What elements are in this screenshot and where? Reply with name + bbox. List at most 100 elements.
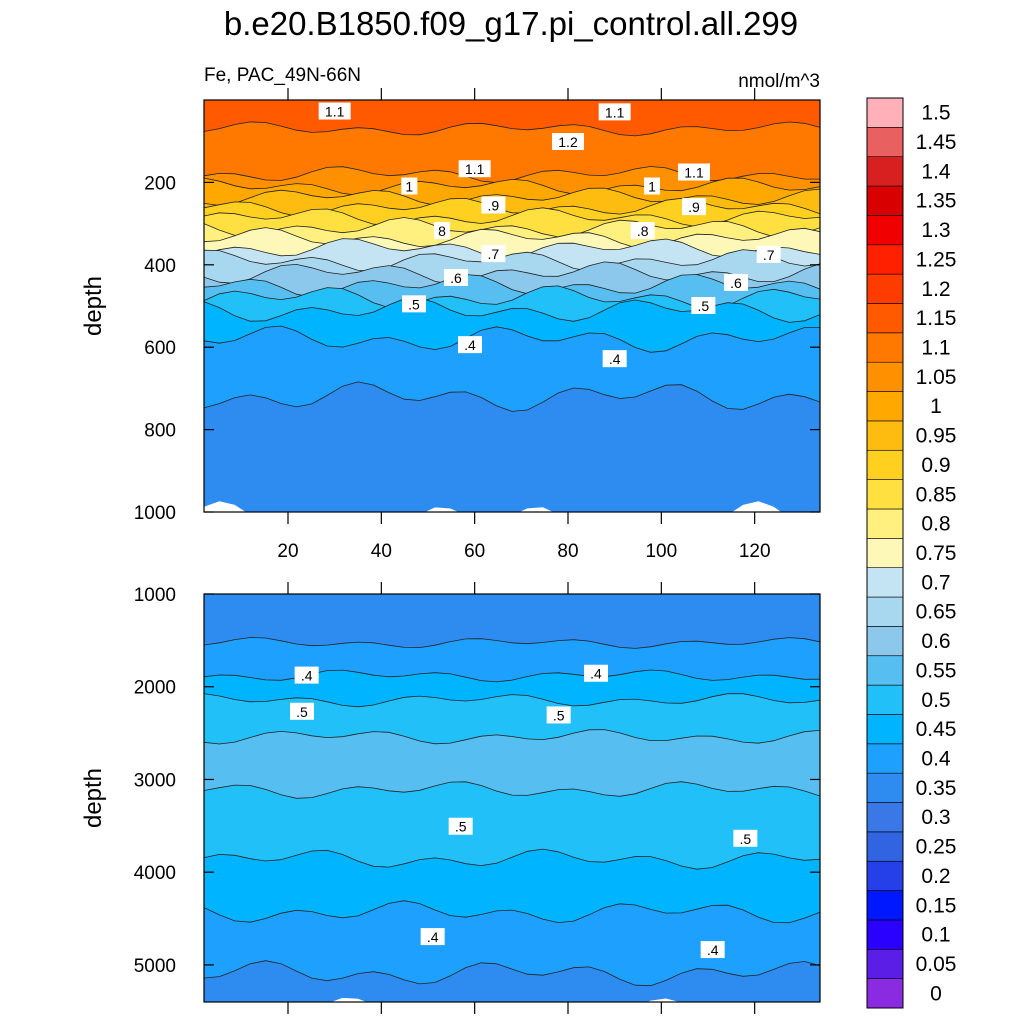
colorbar-label: 1.45 bbox=[916, 131, 957, 154]
colorbar-label: 0.75 bbox=[916, 542, 957, 565]
colorbar-swatch bbox=[866, 303, 904, 334]
contour-line bbox=[204, 217, 820, 238]
y-tick-label: 600 bbox=[144, 338, 176, 359]
colorbar-label: 0.55 bbox=[916, 659, 957, 682]
colorbar-label: 1.4 bbox=[921, 160, 951, 183]
y-tick-label: 200 bbox=[144, 173, 176, 194]
contour-line bbox=[204, 781, 820, 799]
contour-label: .9 bbox=[688, 199, 700, 215]
contour-label: .5 bbox=[697, 298, 709, 314]
contour-label: 1 bbox=[405, 179, 413, 195]
colorbar-label: 0.65 bbox=[916, 601, 957, 624]
contour-label-box bbox=[448, 817, 473, 835]
contour-label: 1.1 bbox=[605, 104, 625, 120]
colorbar-swatch bbox=[866, 919, 904, 950]
contour-band bbox=[204, 166, 820, 196]
colorbar-label: 0.85 bbox=[916, 483, 957, 506]
colorbar-label: 0.35 bbox=[916, 777, 957, 800]
contour-label-box bbox=[756, 245, 781, 263]
contour-label: .7 bbox=[763, 247, 775, 263]
contour-label-box bbox=[458, 336, 482, 354]
y-tick-label: 2000 bbox=[134, 678, 176, 699]
y-tick-label: 3000 bbox=[134, 770, 176, 791]
subtitle-left: Fe, PAC_49N-66N bbox=[204, 65, 361, 86]
contour-label-box bbox=[546, 706, 571, 724]
contour-band bbox=[204, 178, 820, 206]
colorbar-label: 1.1 bbox=[921, 337, 950, 360]
contour-line bbox=[204, 261, 820, 285]
contour-label-box bbox=[733, 829, 758, 847]
colorbar-swatch bbox=[866, 714, 904, 745]
colorbar-label: 0.25 bbox=[916, 836, 957, 859]
bottom-panel: .4 .4 .5 .5 .5 .5 .4 .4 1000 2000 3000 4000 5000 dept… bbox=[80, 582, 821, 1014]
contour-label: 1.1 bbox=[325, 104, 345, 120]
contour-line bbox=[204, 187, 820, 206]
colorbar-label: 0.4 bbox=[921, 747, 951, 770]
contour-label-box bbox=[630, 222, 655, 240]
colorbar-swatch bbox=[866, 948, 904, 979]
contour-label: 1.1 bbox=[465, 161, 485, 177]
colorbar-swatch bbox=[866, 127, 904, 158]
colorbar-swatch bbox=[866, 655, 904, 686]
colorbar-label: 0.5 bbox=[921, 689, 950, 712]
contour-label-box bbox=[682, 198, 706, 216]
chart-title: b.e20.B1850.f09_g17.pi_control.all.299 bbox=[224, 5, 798, 42]
y-tick-label: 4000 bbox=[134, 863, 176, 884]
colorbar-swatch bbox=[866, 449, 904, 480]
y-tick-label: 800 bbox=[144, 421, 176, 442]
colorbar-label: 0.05 bbox=[916, 953, 957, 976]
colorbar-label: 1.15 bbox=[916, 307, 957, 330]
colorbar-swatch bbox=[866, 185, 904, 216]
y-axis-label: depth bbox=[80, 276, 107, 336]
contour-band bbox=[204, 188, 820, 217]
contour-label: 1.2 bbox=[558, 134, 578, 150]
colorbar: 0 0.05 0.1 0.15 0.2 0.25 0.3 0.35 0.4 0.45 0.5 0.55… bbox=[866, 97, 957, 1009]
colorbar-swatch bbox=[866, 596, 904, 627]
contour-line bbox=[204, 693, 820, 708]
contour-band bbox=[204, 274, 820, 310]
colorbar-frame bbox=[866, 97, 904, 1009]
contour-label-box bbox=[584, 664, 608, 682]
colorbar-swatch bbox=[866, 391, 904, 422]
colorbar-label: 0 bbox=[930, 982, 942, 1005]
y-axis-label: depth bbox=[80, 768, 107, 828]
colorbar-swatch bbox=[866, 890, 904, 921]
contour-label-box bbox=[294, 666, 319, 684]
colorbar-label: 0.15 bbox=[916, 894, 957, 917]
contour-line bbox=[204, 177, 820, 196]
colorbar-swatch bbox=[866, 244, 904, 275]
contour-band bbox=[204, 900, 820, 986]
contour-band bbox=[204, 960, 820, 1002]
contour-line bbox=[204, 325, 820, 353]
contour-label-box bbox=[691, 297, 716, 314]
colorbar-swatch bbox=[866, 626, 904, 657]
colorbar-swatch bbox=[866, 538, 904, 568]
contour-label: .5 bbox=[739, 831, 751, 847]
colorbar-label: 1.25 bbox=[916, 248, 957, 271]
contour-band bbox=[204, 297, 820, 353]
x-tick-label: 80 bbox=[557, 541, 578, 562]
contour-label: .4 bbox=[609, 351, 621, 367]
colorbar-swatch bbox=[866, 332, 904, 363]
contour-label: .5 bbox=[455, 819, 467, 835]
colorbar-swatch bbox=[866, 978, 904, 1009]
colorbar-swatch bbox=[866, 215, 904, 246]
contour-label: .4 bbox=[590, 666, 602, 682]
contour-label: .4 bbox=[707, 942, 719, 958]
y-tick-label: 400 bbox=[144, 256, 176, 277]
colorbar-swatch bbox=[866, 361, 904, 392]
contour-label: .4 bbox=[301, 668, 313, 684]
contour-line bbox=[204, 249, 820, 272]
colorbar-label: 0.7 bbox=[921, 571, 950, 594]
colorbar-label: 0.9 bbox=[921, 454, 950, 477]
y-tick-label: 5000 bbox=[134, 956, 176, 977]
contour-label: .6 bbox=[730, 275, 742, 291]
contour-band bbox=[204, 693, 820, 744]
colorbar-label: 0.2 bbox=[921, 865, 950, 888]
y-tick-label: 1000 bbox=[134, 503, 176, 524]
contour-label: 1 bbox=[648, 179, 656, 195]
contour-label-box bbox=[434, 222, 450, 240]
colorbar-label: 1 bbox=[930, 395, 942, 418]
colorbar-swatch bbox=[866, 684, 904, 715]
top-panel: 1.1 1.2 1.1 1.1 1.1 1 1 8 .8 .9 .9 .7 .7 .6 .6 .5 .5 .4 .4… bbox=[80, 65, 821, 562]
